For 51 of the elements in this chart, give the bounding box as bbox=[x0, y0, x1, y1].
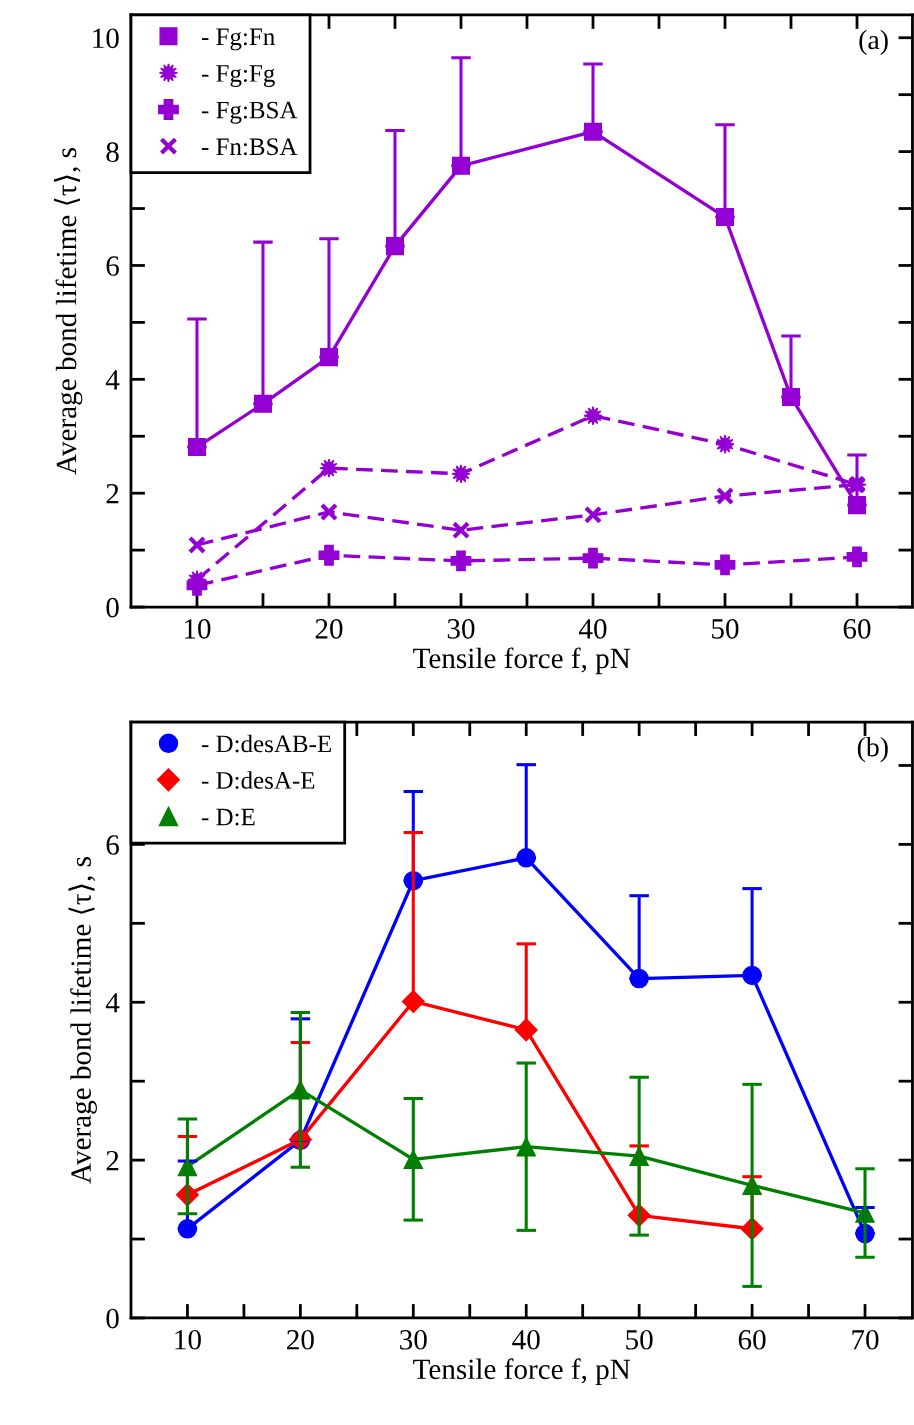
point bbox=[319, 458, 339, 478]
point bbox=[318, 544, 340, 566]
point bbox=[451, 521, 471, 540]
y-tick-label: 8 bbox=[106, 142, 119, 162]
point bbox=[846, 546, 868, 568]
point bbox=[451, 464, 471, 484]
point bbox=[450, 550, 472, 572]
y-axis-title: Average bond lifetime ⟨τ⟩, s bbox=[68, 857, 97, 1184]
point bbox=[186, 574, 208, 596]
annotation: (b) bbox=[857, 736, 888, 763]
legend-label: - Fg:Fg bbox=[201, 65, 275, 87]
x-axis-title: Tensile force f, pN bbox=[413, 1358, 631, 1386]
x-tick-label: 50 bbox=[626, 1329, 653, 1350]
point bbox=[715, 434, 735, 454]
y-tick-label: 0 bbox=[106, 597, 119, 618]
x-tick-label: 10 bbox=[184, 619, 211, 639]
point bbox=[187, 535, 207, 555]
x-tick-label: 40 bbox=[512, 1329, 540, 1350]
y-tick-label: 2 bbox=[106, 1150, 119, 1171]
y-tick-label: 0 bbox=[106, 1308, 119, 1329]
legend-label: - Fg:BSA bbox=[201, 101, 298, 124]
y-tick-label: 6 bbox=[106, 256, 119, 276]
point bbox=[714, 554, 736, 576]
x-tick-label: 60 bbox=[843, 619, 871, 639]
y-axis-title: Average bond lifetime ⟨τ⟩, s bbox=[53, 148, 83, 475]
point bbox=[715, 487, 735, 506]
point bbox=[319, 502, 339, 522]
x-tick-label: 50 bbox=[712, 619, 739, 639]
x-tick-label: 70 bbox=[852, 1329, 879, 1350]
point bbox=[583, 505, 603, 524]
x-tick-label: 30 bbox=[447, 619, 475, 639]
y-tick-label: 4 bbox=[105, 370, 120, 390]
legend-label: - Fg:Fn bbox=[201, 28, 275, 51]
x-axis-title: Tensile force f, pN bbox=[413, 647, 631, 675]
x-tick-label: 20 bbox=[315, 619, 343, 639]
annotation: (a) bbox=[859, 29, 888, 55]
y-tick-label: 6 bbox=[106, 835, 119, 855]
point bbox=[582, 547, 604, 569]
point bbox=[583, 406, 603, 426]
legend-label: - Fn:BSA bbox=[201, 138, 298, 156]
x-tick-label: 40 bbox=[578, 619, 607, 639]
x-tick-label: 60 bbox=[738, 1329, 766, 1350]
x-tick-label: 20 bbox=[287, 1329, 314, 1350]
legend-label: - D:desA-E bbox=[201, 771, 315, 789]
x-tick-label: 30 bbox=[400, 1329, 427, 1350]
y-tick-label: 2 bbox=[106, 483, 119, 504]
y-tick-label: 10 bbox=[93, 28, 119, 49]
legend-label: - D:E bbox=[201, 808, 255, 826]
y-tick-label: 4 bbox=[105, 993, 120, 1013]
x-tick-label: 10 bbox=[175, 1329, 201, 1350]
legend-label: - D:desAB-E bbox=[201, 734, 331, 753]
